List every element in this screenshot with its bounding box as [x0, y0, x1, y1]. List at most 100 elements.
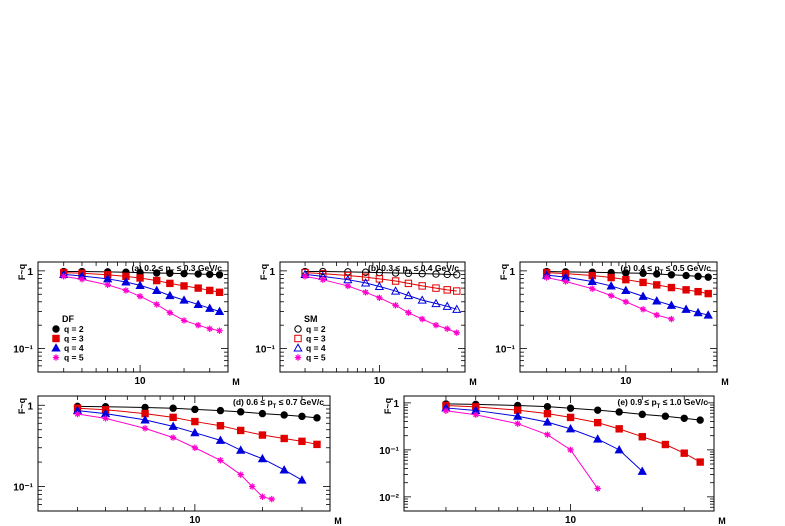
data-point: [190, 427, 200, 437]
data-point: [432, 270, 440, 278]
legend-marker: [294, 325, 302, 333]
series-q5: [543, 274, 675, 323]
data-point: [344, 282, 352, 290]
legend: DFq = 2q = 3q = 4q = 5: [51, 314, 84, 363]
series-q5: [60, 273, 223, 334]
data-point: [453, 271, 461, 279]
y-axis-label: F~q: [383, 398, 393, 414]
y-tick-label: 1: [27, 267, 33, 278]
y-tick-label: 1: [269, 267, 275, 278]
data-point: [607, 273, 615, 282]
data-point: [444, 325, 451, 332]
data-point: [141, 425, 149, 432]
data-point: [639, 278, 647, 287]
legend: SMq = 2q = 3q = 4q = 5: [293, 314, 326, 363]
data-point: [206, 286, 214, 295]
data-point: [214, 306, 225, 316]
data-point: [141, 403, 149, 412]
fit-line: [304, 273, 457, 310]
legend-entry: q = 3: [306, 334, 326, 344]
data-point: [694, 287, 702, 296]
legend-entry: q = 5: [306, 353, 326, 363]
legend-entry: q = 4: [64, 343, 84, 353]
data-point: [140, 415, 150, 424]
data-point: [417, 295, 427, 304]
data-point: [152, 285, 162, 294]
data-point: [343, 274, 353, 284]
plot-frame: [279, 261, 466, 373]
data-point: [216, 327, 223, 334]
data-point: [248, 483, 256, 490]
plot-frame: [37, 261, 229, 373]
x-axis-label: M: [721, 377, 729, 387]
panel-4: 10 1 10⁻¹ M F~q (d) 0.6 ≤ pT ≤ 0.7 GeV/c: [13, 395, 342, 526]
data-point: [268, 495, 275, 503]
data-point: [418, 282, 426, 290]
data-point: [153, 276, 161, 285]
fit-line: [445, 407, 643, 472]
data-point: [74, 410, 81, 418]
x-tick-label: 10: [565, 515, 577, 526]
data-point: [405, 309, 412, 316]
data-point: [682, 286, 690, 294]
data-point: [652, 296, 662, 305]
data-point: [236, 445, 246, 454]
fit-line: [445, 410, 599, 489]
data-point: [661, 440, 670, 449]
data-point: [668, 315, 675, 323]
data-point: [542, 417, 553, 426]
data-point: [258, 431, 267, 439]
y-axis-label: F~q: [499, 264, 509, 280]
data-point: [78, 276, 86, 283]
data-point: [589, 285, 596, 292]
legend-marker: [52, 325, 60, 333]
data-point: [453, 329, 460, 336]
data-point: [667, 283, 676, 292]
data-point: [391, 277, 400, 285]
y-axis-label: F~q: [17, 398, 27, 414]
data-point: [703, 310, 713, 319]
data-point: [543, 274, 550, 281]
data-point: [166, 279, 174, 288]
data-point: [442, 301, 452, 310]
series-q4: [441, 403, 647, 475]
data-point: [593, 434, 603, 443]
data-point: [543, 402, 552, 411]
x-tick-label: 10: [189, 515, 201, 526]
data-point: [180, 282, 188, 290]
data-point: [680, 414, 688, 422]
data-point: [360, 278, 371, 287]
data-point: [165, 290, 175, 300]
data-point: [638, 291, 648, 300]
data-point: [169, 413, 177, 422]
data-point: [681, 304, 691, 313]
series-q2: [60, 267, 224, 279]
data-point: [565, 424, 576, 433]
data-point: [391, 269, 400, 277]
data-point: [179, 295, 189, 304]
data-point: [180, 269, 188, 278]
data-point: [194, 270, 202, 278]
data-point: [258, 409, 267, 418]
data-point: [653, 281, 661, 289]
data-point: [593, 418, 602, 427]
fit-line: [305, 272, 457, 292]
data-point: [543, 409, 552, 418]
data-point: [236, 408, 245, 416]
data-point: [136, 274, 144, 282]
data-point: [694, 272, 702, 281]
legend-marker: [52, 354, 60, 361]
data-point: [639, 306, 647, 313]
data-point: [301, 273, 309, 280]
data-point: [544, 431, 551, 438]
data-point: [122, 287, 130, 294]
data-point: [191, 417, 199, 426]
data-point: [606, 281, 616, 290]
data-point: [513, 411, 523, 420]
series-q4: [542, 270, 713, 319]
data-point: [104, 281, 111, 289]
data-point: [217, 457, 224, 464]
legend-entry: q = 2: [64, 324, 84, 334]
data-point: [191, 444, 199, 451]
